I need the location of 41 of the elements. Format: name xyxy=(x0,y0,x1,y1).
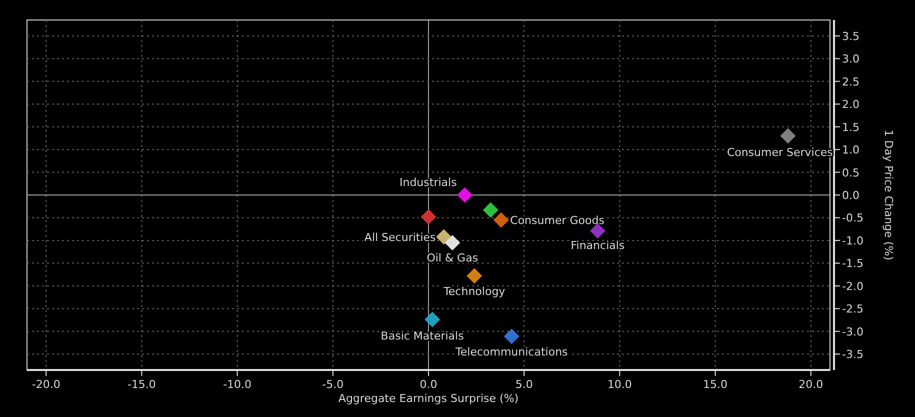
x-tick-label: -10.0 xyxy=(223,378,252,391)
y-tick-label: 3.0 xyxy=(842,52,860,66)
point xyxy=(493,212,509,228)
y-tick-label: 1.0 xyxy=(842,144,860,157)
x-tick-label: 15.0 xyxy=(703,378,728,391)
series-label: Technology xyxy=(442,284,506,298)
point xyxy=(420,209,436,225)
point xyxy=(436,229,452,245)
series-label: Telecommunications xyxy=(454,345,568,358)
x-tick-label: -5.0 xyxy=(322,378,344,391)
x-axis-title: Aggregate Earnings Surprise (%) xyxy=(338,392,519,405)
point xyxy=(504,328,520,344)
point xyxy=(457,187,473,203)
x-tick-label: -15.0 xyxy=(127,378,156,391)
point xyxy=(466,268,482,284)
y-tick-label: -1.0 xyxy=(842,234,864,248)
x-tick-label: -20.0 xyxy=(32,378,60,391)
y-tick-label: 0.5 xyxy=(842,166,860,180)
y-tick-label: 2.0 xyxy=(842,98,860,112)
y-tick-label: 3.5 xyxy=(842,30,860,43)
point xyxy=(780,128,796,144)
y-tick-label: -1.5 xyxy=(842,257,864,270)
y-tick-label: -2.5 xyxy=(842,302,864,316)
y-tick-label: -3.0 xyxy=(842,325,864,338)
y-tick-label: 2.5 xyxy=(842,75,860,88)
y-tick-label: 0.0 xyxy=(842,189,860,202)
series-label: Consumer Goods xyxy=(510,214,605,227)
y-tick-label: -2.0 xyxy=(842,280,864,293)
x-tick-label: 5.0 xyxy=(515,378,533,391)
point xyxy=(590,223,606,239)
point xyxy=(424,312,440,328)
x-tick-label: 0.0 xyxy=(420,378,438,391)
y-tick-label: -0.5 xyxy=(842,212,864,225)
y-axis-title: 1 Day Price Change (%) xyxy=(882,130,895,260)
y-tick-label: -3.5 xyxy=(842,348,864,362)
x-tick-label: 20.0 xyxy=(798,378,824,391)
x-tick-label: 10.0 xyxy=(607,378,632,391)
point xyxy=(444,234,460,250)
point xyxy=(482,202,498,218)
y-tick-label: 1.5 xyxy=(842,120,860,134)
series-label: Financials xyxy=(570,238,625,252)
